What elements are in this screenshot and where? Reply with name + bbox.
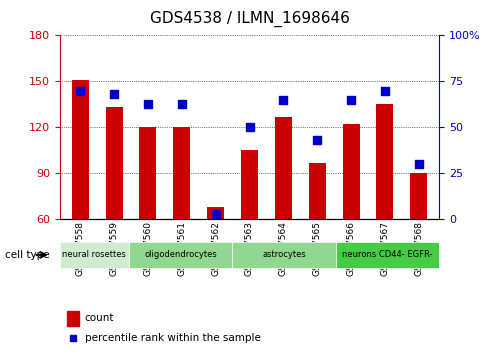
Bar	[309, 163, 326, 219]
FancyBboxPatch shape	[129, 242, 232, 268]
Text: astrocytes: astrocytes	[262, 250, 306, 259]
Bar	[275, 117, 292, 219]
Text: oligodendrocytes: oligodendrocytes	[144, 250, 217, 259]
Bar	[241, 150, 258, 219]
Bar	[343, 124, 360, 219]
Point	[313, 137, 321, 143]
Point	[110, 91, 118, 97]
FancyBboxPatch shape	[232, 242, 336, 268]
Text: percentile rank within the sample: percentile rank within the sample	[84, 333, 260, 343]
Bar	[410, 173, 427, 219]
Bar	[106, 108, 123, 219]
Point	[178, 101, 186, 106]
Point	[381, 88, 389, 93]
Text: GDS4538 / ILMN_1698646: GDS4538 / ILMN_1698646	[150, 11, 349, 27]
Bar	[207, 207, 224, 219]
Text: neurons CD44- EGFR-: neurons CD44- EGFR-	[342, 250, 433, 259]
Point	[279, 97, 287, 103]
FancyBboxPatch shape	[60, 242, 129, 268]
Point	[76, 88, 84, 93]
Bar	[139, 127, 156, 219]
Point	[347, 97, 355, 103]
Text: count: count	[84, 313, 114, 324]
FancyBboxPatch shape	[336, 242, 439, 268]
Text: cell type: cell type	[5, 250, 49, 260]
Point	[212, 211, 220, 217]
Point	[246, 125, 253, 130]
Point	[144, 101, 152, 106]
Point	[415, 161, 423, 167]
Bar	[67, 311, 79, 326]
Bar	[376, 104, 393, 219]
Bar	[173, 127, 190, 219]
Point	[366, 246, 374, 251]
Bar	[72, 80, 89, 219]
Text: neural rosettes: neural rosettes	[62, 250, 126, 259]
